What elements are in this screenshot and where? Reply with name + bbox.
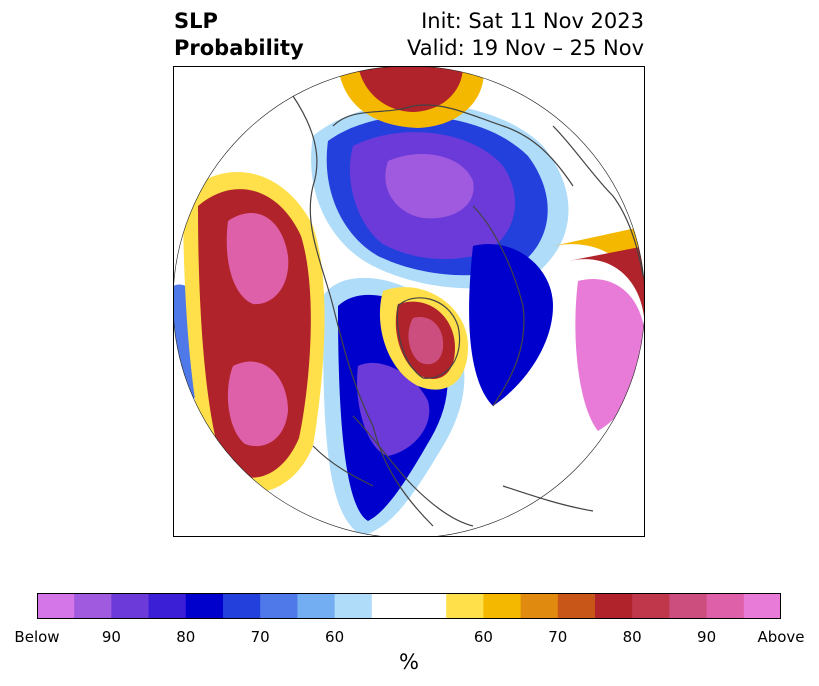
- legend-swatch: [148, 593, 187, 619]
- above-region-greenland-peak: [408, 317, 444, 365]
- above-region-west-core-2: [227, 361, 288, 447]
- legend-tick-label: 80: [622, 628, 642, 646]
- legend-swatch: [557, 593, 596, 619]
- legend-swatch: [706, 593, 745, 619]
- legend-swatch: [483, 593, 522, 619]
- legend-swatch: [334, 593, 373, 619]
- title-line-2: Probability: [174, 36, 304, 60]
- legend-swatch: [37, 593, 75, 619]
- legend-swatch: [260, 593, 298, 619]
- init-date: Init: Sat 11 Nov 2023: [421, 9, 644, 33]
- title-line-1: SLP: [174, 9, 218, 33]
- legend-swatch: [595, 593, 633, 619]
- above-region-north-core: [358, 66, 463, 112]
- legend-swatch: [632, 593, 670, 619]
- map-dates: Init: Sat 11 Nov 2023 Valid: 19 Nov – 25…: [407, 8, 644, 62]
- legend-swatch: [297, 593, 336, 619]
- legend-swatch: [223, 593, 261, 619]
- legend-swatch: [520, 593, 559, 619]
- map-title: SLP Probability: [174, 8, 304, 62]
- legend-swatch: [111, 593, 150, 619]
- legend-tick-label: 90: [101, 628, 121, 646]
- legend-tick-label: Below: [14, 628, 60, 646]
- legend-tick-label: 70: [548, 628, 568, 646]
- legend-tick-label: Above: [757, 628, 805, 646]
- valid-range: Valid: 19 Nov – 25 Nov: [407, 36, 644, 60]
- above-region-west-core-1: [226, 213, 289, 305]
- legend-swatch: [185, 593, 224, 619]
- color-legend-bar: [37, 593, 781, 619]
- below-region-east: [469, 244, 553, 406]
- coastlines: [292, 95, 644, 527]
- legend-swatch: [446, 593, 484, 619]
- legend-tick-label: 90: [697, 628, 717, 646]
- legend-swatch: [669, 593, 708, 619]
- legend-border: [37, 593, 781, 619]
- legend-tick-label: 80: [176, 628, 196, 646]
- legend-tick-label: 60: [473, 628, 493, 646]
- legend-swatch: [371, 593, 447, 619]
- color-legend-unit: %: [399, 650, 419, 674]
- legend-tick-label: 70: [250, 628, 270, 646]
- probability-map: [173, 66, 645, 537]
- below-region-north-peak: [385, 153, 474, 219]
- legend-tick-label: 60: [325, 628, 345, 646]
- legend-swatch: [743, 593, 781, 619]
- probability-field: [173, 66, 645, 537]
- legend-swatch: [74, 593, 112, 619]
